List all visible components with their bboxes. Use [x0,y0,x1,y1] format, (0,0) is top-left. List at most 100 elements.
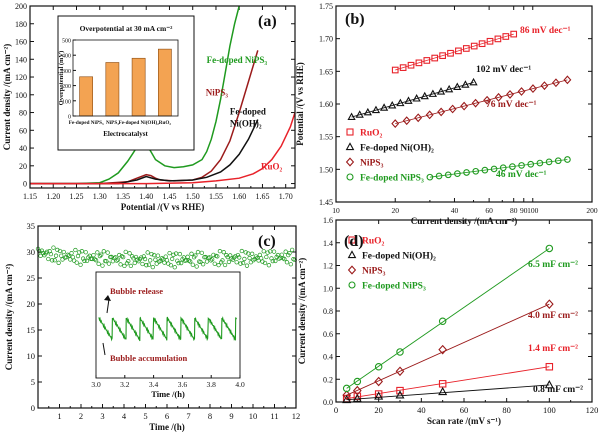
data-point [61,249,66,255]
data-point [106,261,112,266]
data-point [242,256,247,262]
data-point [352,385,362,396]
data-point [230,257,235,262]
data-point [60,257,65,262]
data-point [374,376,384,387]
data-point [73,247,78,253]
data-point [208,258,214,263]
inset-bar [79,76,93,117]
data-point [172,265,177,270]
data-point [170,256,175,262]
inset-annotation: Bubble release [110,286,163,296]
panel-b-frame [335,5,593,203]
data-point [391,66,399,74]
data-point [517,87,526,96]
y-tick-label: 1.4 [323,239,333,248]
legend-label: NiPS₃ [360,159,384,169]
data-point [234,260,239,265]
y-tick-label: 180 [15,20,27,29]
series-line [30,119,259,185]
fit-line [346,366,550,400]
data-point [48,252,54,257]
data-point [176,260,181,266]
data-point [239,248,244,254]
data-point [342,390,352,400]
data-point [74,260,79,265]
data-point [199,250,204,255]
panel-label: (c) [258,233,276,250]
y-tick-label: 1.2 [323,262,333,271]
x-tick-label: 100 [543,405,556,415]
x-tick-label: 1.60 [232,192,246,201]
x-tick-label: 0 [334,405,338,415]
data-point [252,256,257,262]
slope-label: 76 mV dec⁻¹ [486,100,537,110]
y-tick-label: 1.75 [319,2,333,11]
legend-marker [345,142,355,151]
data-point [273,258,278,264]
data-point [171,252,176,257]
data-point [68,257,73,262]
data-point [120,254,126,260]
data-point [51,245,56,250]
y-tick-label: 200 [15,2,27,11]
data-point [222,262,228,268]
data-point [283,249,288,254]
y-tick-label: 0.0 [323,398,333,407]
data-point [95,250,100,255]
data-point [159,256,164,261]
legend-marker [346,128,354,136]
data-point [128,263,134,269]
release-arrow-head [104,295,111,301]
data-point [249,251,255,256]
data-point [101,249,106,254]
data-point [66,253,72,258]
data-point [431,54,439,62]
x-tick-label: 7 [186,411,190,421]
legend-marker [347,265,357,275]
data-point [75,253,81,259]
series-label: NiPS₃ [206,88,229,98]
x-tick-label: 3 [100,411,104,421]
inset-x-label: Electrocatalyst [103,130,148,138]
data-point [229,256,234,261]
data-point [140,261,145,267]
panel-label: (a) [258,13,277,30]
panel-a-frame [29,5,296,189]
data-point [284,260,290,265]
data-point [215,254,220,259]
data-point [123,249,128,255]
inset-category-label: Fe-doped NiPS₃ [69,120,104,126]
x-tick-label: 40 [451,206,459,215]
x-tick-label: 1.45 [162,192,176,201]
data-point [158,258,163,263]
legend-label: NiPS₃ [362,267,386,277]
data-point [266,263,272,268]
data-point [126,259,131,264]
x-tick-label: 10 [332,206,340,215]
inset-x-tick-label: 3.0 [91,380,101,389]
data-point [90,256,95,262]
data-point [279,252,284,257]
x-tick-label: 8 [208,411,212,421]
fit-line [346,384,550,401]
fit-line [351,82,474,118]
data-point [175,258,180,263]
data-point [240,260,246,266]
x-tick-label: 1 [57,411,61,421]
x-tick-label: 40 [417,405,426,415]
inset-frame [72,39,179,117]
y-tick-label: 5 [31,377,35,387]
x-tick-label: 11 [270,411,278,421]
x-tick-label: 80 [510,206,518,215]
data-point [195,249,201,255]
y-tick-label: 1.50 [319,165,333,174]
data-point [247,255,252,261]
inset-category-label: RuO₂ [159,120,172,126]
data-point [57,248,63,254]
inset-x-tick-label: 3.8 [207,380,217,389]
data-point [289,247,295,253]
data-point [448,104,457,114]
panel-label: (b) [345,11,365,28]
data-point [190,262,195,267]
